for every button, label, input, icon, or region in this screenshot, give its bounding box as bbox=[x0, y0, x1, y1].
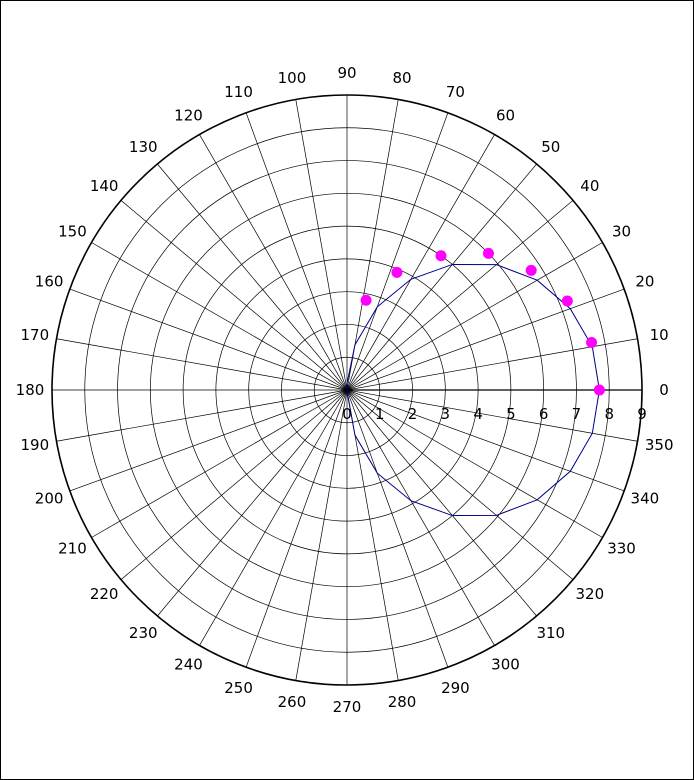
angle-tick-label: 340 bbox=[631, 489, 660, 507]
radius-tick-label: 9 bbox=[637, 405, 647, 423]
radius-tick-label: 5 bbox=[506, 405, 516, 423]
angle-tick-label: 130 bbox=[129, 138, 158, 156]
angle-tick-label: 90 bbox=[337, 64, 356, 82]
angle-tick-label: 260 bbox=[278, 693, 307, 711]
angle-tick-label: 320 bbox=[576, 585, 605, 603]
spoke-280 bbox=[346, 389, 399, 681]
spoke-170 bbox=[56, 338, 348, 391]
angle-tick-label: 50 bbox=[541, 138, 560, 156]
radius-tick-label: 0 bbox=[342, 405, 352, 423]
radius-tick-label: 7 bbox=[572, 405, 582, 423]
spoke-190 bbox=[56, 389, 348, 442]
spoke-260 bbox=[295, 389, 348, 681]
angle-tick-label: 230 bbox=[129, 624, 158, 642]
angle-tick-label: 290 bbox=[441, 679, 470, 697]
angle-tick-label: 180 bbox=[16, 381, 45, 399]
marker-point bbox=[561, 295, 573, 307]
angle-tick-label: 280 bbox=[388, 693, 417, 711]
spoke-20 bbox=[346, 288, 625, 391]
spoke-130 bbox=[157, 163, 348, 391]
polar-grid bbox=[51, 94, 643, 686]
marker-point bbox=[391, 266, 403, 278]
spoke-330 bbox=[346, 389, 603, 538]
angle-tick-label: 150 bbox=[58, 223, 87, 241]
marker-point bbox=[586, 336, 598, 348]
spoke-230 bbox=[157, 389, 348, 617]
angle-tick-label: 40 bbox=[580, 177, 599, 195]
spoke-250 bbox=[245, 389, 348, 668]
angle-tick-label: 300 bbox=[491, 656, 520, 674]
radius-tick-label: 6 bbox=[539, 405, 549, 423]
spoke-110 bbox=[245, 112, 348, 391]
angle-tick-label: 100 bbox=[278, 69, 307, 87]
angle-tick-label: 140 bbox=[90, 177, 119, 195]
angle-tick-label: 200 bbox=[35, 489, 64, 507]
spoke-40 bbox=[346, 200, 574, 391]
angle-tick-label: 160 bbox=[35, 273, 64, 291]
radius-tick-label: 3 bbox=[441, 405, 451, 423]
spoke-290 bbox=[346, 389, 449, 668]
spoke-350 bbox=[346, 389, 638, 442]
angle-tick-label: 250 bbox=[224, 679, 253, 697]
angle-tick-label: 60 bbox=[496, 106, 515, 124]
angle-tick-label: 70 bbox=[446, 83, 465, 101]
radius-tick-label: 1 bbox=[375, 405, 385, 423]
spoke-150 bbox=[91, 242, 348, 391]
angle-tick-label: 270 bbox=[333, 698, 362, 716]
angle-tick-label: 120 bbox=[174, 106, 203, 124]
curve-line bbox=[346, 263, 600, 517]
angle-tick-label: 30 bbox=[612, 223, 631, 241]
spoke-30 bbox=[346, 242, 603, 391]
angle-tick-label: 210 bbox=[58, 540, 87, 558]
spoke-240 bbox=[199, 389, 348, 646]
angle-tick-label: 330 bbox=[607, 540, 636, 558]
spoke-80 bbox=[346, 99, 399, 391]
spoke-200 bbox=[69, 389, 348, 492]
angle-tick-label: 190 bbox=[20, 436, 49, 454]
spoke-120 bbox=[199, 134, 348, 391]
angle-tick-label: 350 bbox=[645, 436, 674, 454]
spoke-300 bbox=[346, 389, 495, 646]
angle-tick-label: 20 bbox=[635, 273, 654, 291]
angle-tick-label: 310 bbox=[536, 624, 565, 642]
spoke-100 bbox=[295, 99, 348, 391]
angle-tick-label: 110 bbox=[224, 83, 253, 101]
spoke-50 bbox=[346, 163, 537, 391]
angle-tick-label: 220 bbox=[90, 585, 119, 603]
spoke-160 bbox=[69, 288, 348, 391]
spoke-320 bbox=[346, 389, 574, 580]
angle-tick-label: 0 bbox=[659, 381, 669, 399]
radius-tick-label: 8 bbox=[604, 405, 614, 423]
angle-tick-label: 80 bbox=[393, 69, 412, 87]
marker-point bbox=[525, 264, 537, 276]
angle-tick-label: 10 bbox=[650, 326, 669, 344]
marker-group bbox=[360, 247, 605, 396]
spoke-340 bbox=[346, 389, 625, 492]
marker-point bbox=[435, 250, 447, 262]
marker-point bbox=[482, 247, 494, 259]
radius-tick-label: 2 bbox=[408, 405, 418, 423]
spoke-210 bbox=[91, 389, 348, 538]
angle-tick-label: 170 bbox=[20, 326, 49, 344]
spoke-310 bbox=[346, 389, 537, 617]
spoke-140 bbox=[120, 200, 348, 391]
radius-tick-label: 4 bbox=[473, 405, 483, 423]
angle-tick-label: 240 bbox=[174, 656, 203, 674]
marker-point bbox=[593, 384, 605, 396]
marker-point bbox=[360, 294, 372, 306]
spoke-70 bbox=[346, 112, 449, 391]
spoke-220 bbox=[120, 389, 348, 580]
spoke-60 bbox=[346, 134, 495, 391]
axis-labels: 0102030405060708090100110120130140150160… bbox=[16, 64, 674, 716]
curve-group bbox=[346, 263, 600, 517]
